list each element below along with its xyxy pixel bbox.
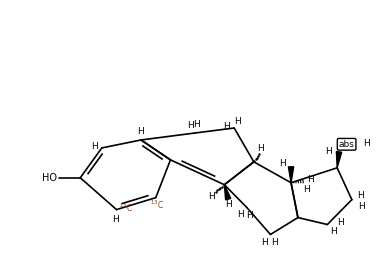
Text: abs: abs <box>339 140 354 149</box>
Text: H: H <box>237 210 243 219</box>
Text: H: H <box>279 159 286 168</box>
Text: H: H <box>247 211 253 220</box>
Text: H: H <box>304 185 310 194</box>
Text: HO: HO <box>43 173 58 183</box>
Text: H: H <box>208 192 214 201</box>
Text: H: H <box>235 117 241 126</box>
Text: H: H <box>91 142 98 151</box>
Text: H: H <box>337 218 344 227</box>
Text: H: H <box>357 191 363 200</box>
Text: H: H <box>112 215 119 223</box>
Text: H: H <box>358 202 365 211</box>
Text: H: H <box>137 127 144 136</box>
Text: H: H <box>225 200 231 209</box>
Polygon shape <box>288 167 294 183</box>
Text: H: H <box>257 144 264 154</box>
Text: H: H <box>330 227 336 236</box>
Text: $^{13}$C: $^{13}$C <box>150 198 164 211</box>
Text: H: H <box>260 238 267 246</box>
Text: H: H <box>307 175 313 184</box>
Text: H: H <box>363 139 370 148</box>
Text: H: H <box>194 120 200 129</box>
Text: H: H <box>325 147 332 156</box>
Polygon shape <box>336 152 342 168</box>
Text: H: H <box>271 238 277 246</box>
Text: H: H <box>223 122 230 131</box>
Text: H: H <box>187 121 194 130</box>
Polygon shape <box>224 185 231 200</box>
Text: $^{13}$C: $^{13}$C <box>119 202 133 214</box>
